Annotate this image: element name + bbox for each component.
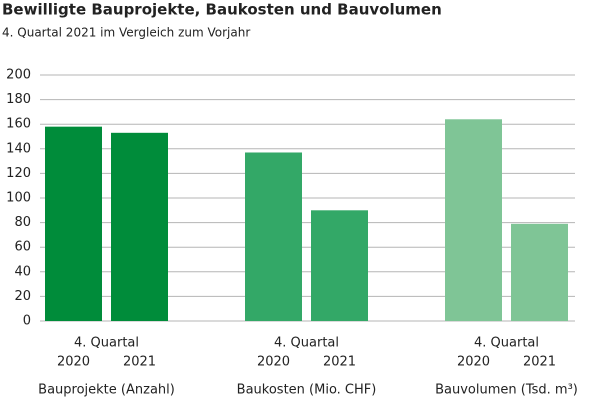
- y-tick-label: 120: [6, 166, 31, 181]
- bar: [511, 223, 568, 321]
- series-label: 2021: [123, 355, 156, 370]
- y-tick-label: 200: [6, 68, 31, 83]
- y-tick-label: 140: [6, 141, 31, 156]
- series-label: 2020: [57, 355, 90, 370]
- y-tick-label: 40: [14, 264, 31, 279]
- y-tick-label: 100: [6, 191, 31, 206]
- y-tick-label: 60: [14, 240, 31, 255]
- chart-title: Bewilligte Bauprojekte, Baukosten und Ba…: [2, 1, 442, 19]
- period-label: 4. Quartal: [74, 336, 139, 351]
- category-label: Bauprojekte (Anzahl): [38, 383, 175, 398]
- y-tick-label: 180: [6, 92, 31, 107]
- period-label: 4. Quartal: [274, 336, 339, 351]
- y-tick-label: 160: [6, 117, 31, 132]
- chart-subtitle: 4. Quartal 2021 im Vergleich zum Vorjahr: [2, 26, 250, 40]
- bar: [111, 132, 168, 321]
- series-label: 2020: [457, 355, 490, 370]
- series-label: 2021: [323, 355, 356, 370]
- y-tick-label: 20: [14, 289, 31, 304]
- y-tick-label: 80: [14, 215, 31, 230]
- series-label: 2021: [523, 355, 556, 370]
- category-label: Baukosten (Mio. CHF): [237, 383, 377, 398]
- series-label: 2020: [257, 355, 290, 370]
- bar: [45, 126, 102, 321]
- y-tick-label: 0: [23, 314, 31, 329]
- period-label: 4. Quartal: [474, 336, 539, 351]
- bar: [245, 152, 302, 321]
- category-label: Bauvolumen (Tsd. m³): [435, 383, 578, 398]
- bar: [445, 119, 502, 321]
- bar: [311, 210, 368, 321]
